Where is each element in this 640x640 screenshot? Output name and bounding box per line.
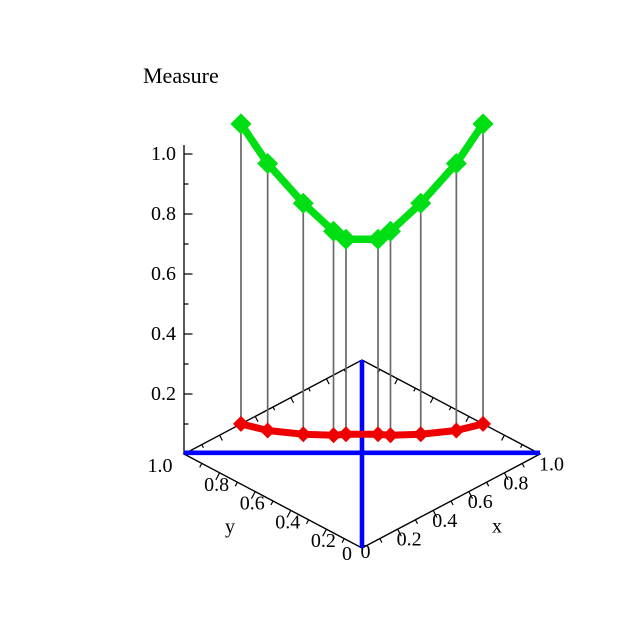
axis-tick [219, 434, 223, 441]
axis-tick [379, 538, 383, 543]
axis-tick [450, 500, 454, 506]
z-tick-label: 1.0 [151, 143, 176, 165]
axis-tick [286, 510, 292, 518]
measure-curve-marker [335, 228, 357, 250]
z-tick-label: 0.6 [151, 263, 176, 285]
base-path-projection-marker [475, 415, 492, 432]
axis-tick [272, 406, 276, 411]
axis-tick [397, 528, 402, 537]
measure-curve-marker [445, 153, 467, 174]
y-tick-label: 0.8 [204, 474, 229, 496]
base-path-projection-marker [382, 427, 399, 444]
x-axis-name: x [492, 516, 502, 538]
y-tick-label: 0.2 [311, 530, 336, 552]
measure-curve-marker [230, 113, 252, 135]
measure-curve-marker [257, 153, 279, 174]
axis-tick [322, 528, 327, 537]
axis-tick [501, 434, 505, 441]
axis-tick [520, 444, 523, 448]
axis-tick [394, 378, 399, 385]
base-path-projection-marker [448, 422, 465, 439]
axis-tick [201, 444, 204, 448]
base-path-projection-marker [325, 427, 342, 444]
axis-tick [486, 481, 490, 487]
axis-tick [468, 491, 474, 499]
measure-curve-marker [410, 192, 432, 214]
axis-tick [199, 463, 203, 468]
axis-tick [413, 387, 416, 392]
base-path-series [232, 415, 492, 444]
measure-curve-marker [292, 192, 314, 214]
base-path-projection-marker [259, 422, 276, 439]
axis-tick [308, 387, 311, 392]
axis-tick [250, 491, 256, 499]
z-tick-label: 0.8 [151, 203, 176, 225]
y-axis-name: y [225, 516, 235, 538]
axis-tick [521, 463, 525, 468]
axis-tick [305, 519, 310, 525]
measure-series [230, 113, 494, 250]
base-path-projection-marker [370, 426, 387, 443]
drop-lines [240, 123, 484, 436]
base-path-projection-marker [295, 426, 312, 443]
axis-tick [465, 416, 470, 422]
z-tick-label: 0.4 [151, 323, 176, 345]
y-zero-label: 0 [342, 543, 352, 565]
x-tick-label: 0.8 [503, 472, 528, 494]
axis-tick [448, 406, 452, 411]
axis-tick [254, 416, 259, 422]
base-path-projection-marker [337, 426, 354, 443]
axis-tick [270, 500, 274, 506]
x-tick-label: 1.0 [539, 454, 564, 476]
x-tick-label: 0.4 [432, 510, 457, 532]
z-axis: 0.2 0.4 0.6 0.8 1.0 [151, 143, 193, 454]
diagonal-lines [184, 360, 540, 548]
base-path-projection-marker [412, 426, 429, 443]
axis-tick [325, 378, 330, 385]
axis-tick [234, 481, 238, 487]
axis-tick [290, 397, 295, 404]
axis-tick [432, 510, 438, 518]
y-tick-label: 0.4 [275, 511, 300, 533]
axis-tick [341, 538, 345, 543]
axis-tick [414, 519, 419, 525]
measure-curve-line [237, 121, 487, 244]
x-tick-label: 0.6 [468, 491, 493, 513]
measure-curve-marker [379, 220, 401, 242]
measure-curve-marker [472, 113, 494, 135]
axis-tick [215, 472, 221, 481]
base-plane: 0.2 0.4 0.6 0.8 1.0 0.2 0.4 0.6 0.8 1.0 0 0 y x [148, 359, 564, 565]
axis-tick [503, 472, 509, 481]
z-tick-label: 0.2 [151, 383, 176, 405]
chart-title: Measure [143, 63, 219, 88]
y-tick-label: 1.0 [148, 455, 173, 477]
base-path-projection-marker [232, 415, 249, 432]
y-tick-label: 0.6 [240, 493, 265, 515]
base-path-projection-line [240, 420, 484, 439]
axis-tick [429, 397, 434, 404]
x-zero-label: 0 [361, 541, 371, 563]
x-tick-label: 0.2 [397, 529, 422, 551]
